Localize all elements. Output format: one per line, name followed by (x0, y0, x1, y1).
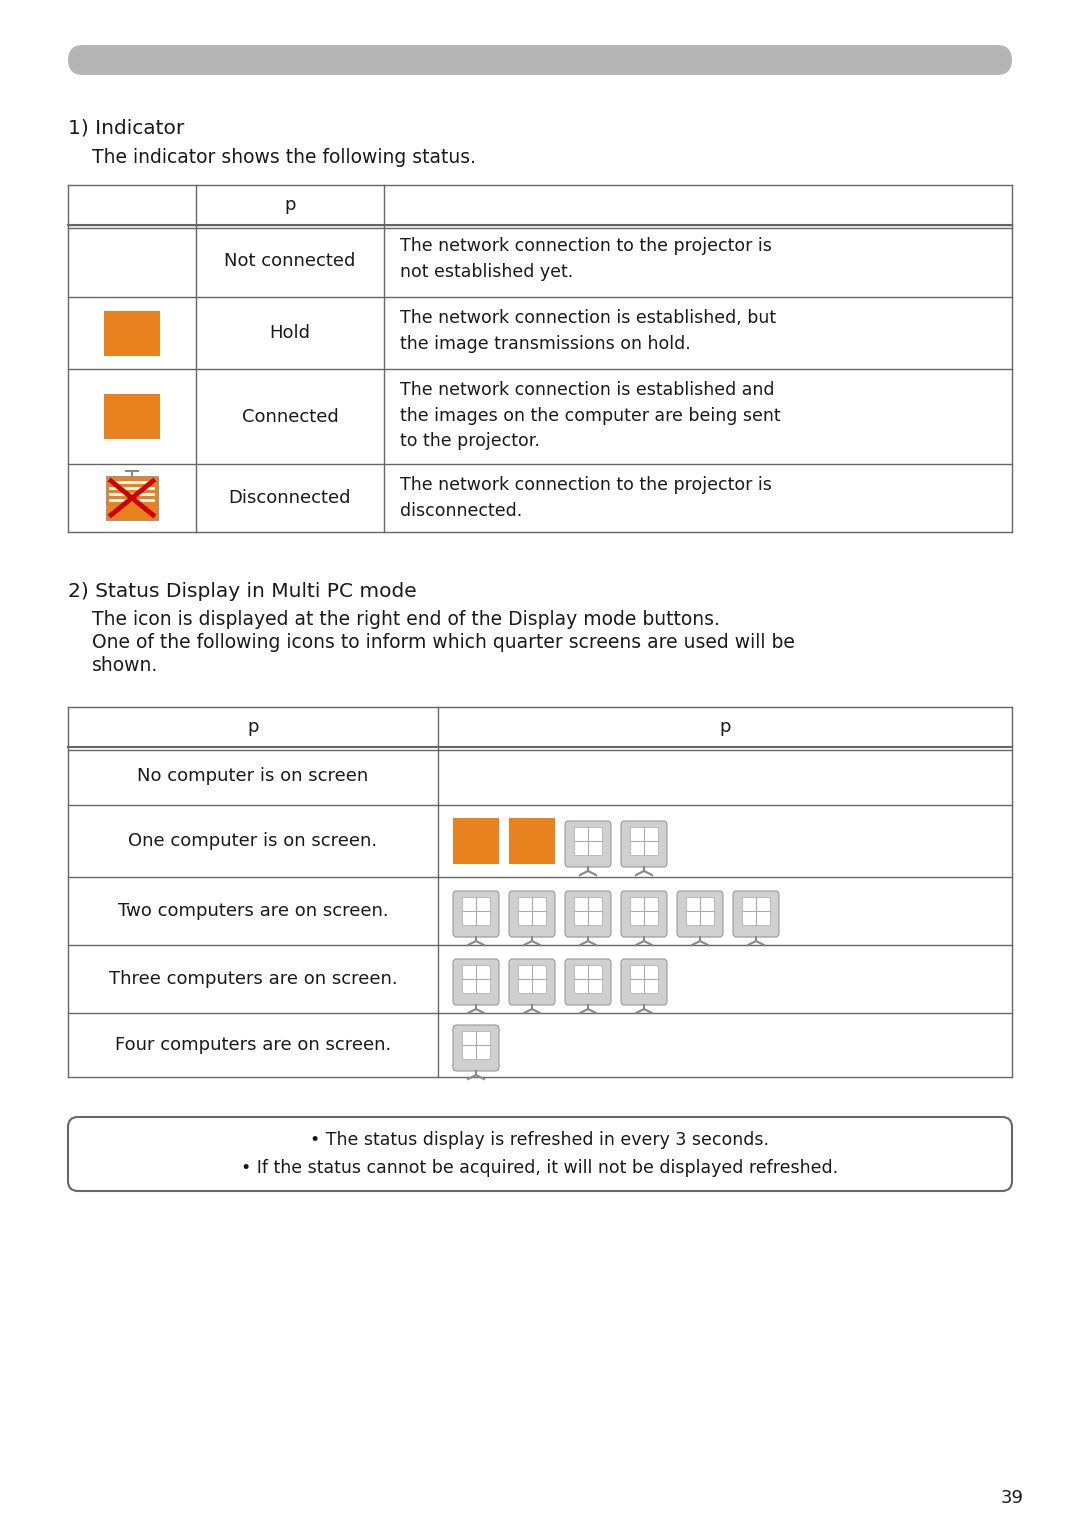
Text: Disconnected: Disconnected (229, 488, 351, 507)
Bar (462, 897, 490, 925)
Bar (462, 1032, 490, 1059)
Bar (630, 964, 658, 993)
Bar (518, 964, 546, 993)
Bar (109, 499, 156, 502)
Bar (630, 897, 658, 925)
FancyBboxPatch shape (621, 891, 667, 937)
FancyBboxPatch shape (565, 891, 611, 937)
Bar (573, 964, 602, 993)
Bar (630, 827, 658, 855)
Bar (573, 827, 602, 855)
Text: 1) Indicator: 1) Indicator (68, 118, 185, 137)
FancyBboxPatch shape (509, 891, 555, 937)
Text: The indicator shows the following status.: The indicator shows the following status… (92, 148, 476, 166)
Text: Hold: Hold (270, 324, 311, 342)
Text: Three computers are on screen.: Three computers are on screen. (109, 971, 397, 987)
Bar (453, 818, 499, 864)
Bar (68, 707, 1012, 1077)
Bar (109, 481, 156, 484)
Text: p: p (284, 195, 296, 214)
FancyBboxPatch shape (621, 821, 667, 867)
FancyBboxPatch shape (733, 891, 779, 937)
Text: Not connected: Not connected (225, 252, 355, 270)
Text: One computer is on screen.: One computer is on screen. (129, 832, 378, 850)
Bar (109, 487, 156, 490)
FancyBboxPatch shape (509, 958, 555, 1006)
Text: One of the following icons to inform which quarter screens are used will be: One of the following icons to inform whi… (92, 633, 795, 652)
Text: p: p (247, 719, 259, 736)
Text: The icon is displayed at the right end of the Display mode buttons.: The icon is displayed at the right end o… (92, 610, 720, 629)
Text: 2) Status Display in Multi PC mode: 2) Status Display in Multi PC mode (68, 581, 417, 601)
Bar (68, 185, 1012, 533)
Bar (106, 476, 158, 520)
Bar (462, 964, 490, 993)
Text: • The status display is refreshed in every 3 seconds.
• If the status cannot be : • The status display is refreshed in eve… (242, 1131, 838, 1177)
Bar (518, 897, 546, 925)
FancyBboxPatch shape (621, 958, 667, 1006)
Text: The network connection is established, but
the image transmissions on hold.: The network connection is established, b… (400, 308, 777, 353)
Text: No computer is on screen: No computer is on screen (137, 768, 368, 784)
FancyBboxPatch shape (68, 1117, 1012, 1190)
Text: shown.: shown. (92, 656, 159, 674)
Text: Connected: Connected (242, 407, 338, 426)
Text: p: p (719, 719, 731, 736)
Text: Four computers are on screen.: Four computers are on screen. (114, 1036, 391, 1054)
FancyBboxPatch shape (453, 891, 499, 937)
FancyBboxPatch shape (453, 958, 499, 1006)
Bar (742, 897, 770, 925)
Bar (109, 493, 156, 496)
Text: Two computers are on screen.: Two computers are on screen. (118, 902, 389, 920)
FancyBboxPatch shape (565, 821, 611, 867)
Bar (573, 897, 602, 925)
Bar (104, 310, 160, 356)
Text: The network connection to the projector is
not established yet.: The network connection to the projector … (400, 237, 772, 281)
FancyBboxPatch shape (565, 958, 611, 1006)
Text: The network connection to the projector is
disconnected.: The network connection to the projector … (400, 476, 772, 520)
FancyBboxPatch shape (677, 891, 723, 937)
Bar (509, 818, 555, 864)
FancyBboxPatch shape (453, 1025, 499, 1071)
Text: 39: 39 (1000, 1489, 1024, 1508)
FancyBboxPatch shape (68, 44, 1012, 75)
Bar (104, 394, 160, 439)
Bar (686, 897, 714, 925)
Text: The network connection is established and
the images on the computer are being s: The network connection is established an… (400, 382, 781, 450)
